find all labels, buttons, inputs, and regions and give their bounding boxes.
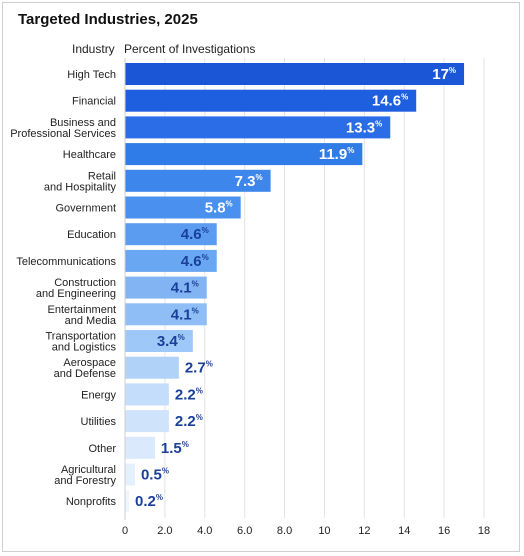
industry-column-header: Industry [72,42,115,56]
data-label: 0.2% [135,493,163,510]
data-label: 3.4% [157,333,185,350]
data-label: 13.3% [346,119,382,136]
category-label: Utilities [81,416,117,428]
bar [125,356,179,379]
data-label: 4.6% [181,253,209,270]
data-label: 0.5% [141,467,169,484]
category-label: Agricultural and Forestry [54,464,116,487]
category-label: Transportation and Logistics [45,331,116,354]
x-tick-label: 10 [318,525,330,537]
bar [125,463,135,486]
bar [125,330,193,352]
data-label: 5.8% [205,200,233,217]
bar [125,89,417,112]
x-tick-label: 12 [358,525,370,537]
category-label: Retail and Hospitality [44,170,117,193]
category-label: Entertainment and Media [48,304,117,327]
bar [125,490,129,513]
category-label: Financial [72,96,116,108]
data-label: 4.6% [181,226,209,243]
data-label: 2.2% [175,386,203,403]
percent-column-header: Percent of Investigations [124,42,256,56]
data-label: 4.1% [171,280,199,297]
category-label: Education [67,229,116,241]
bar [125,410,169,433]
category-label: Government [55,203,116,215]
data-label: 14.6% [372,93,408,110]
x-tick-label: 0 [122,525,128,537]
category-label: Business and Professional Services [10,117,116,140]
bar [125,63,465,85]
data-label: 1.5% [161,440,189,457]
bar [125,276,207,299]
data-label: 7.3% [235,173,263,190]
bar [125,436,155,459]
category-label: Aerospace and Defense [54,357,116,380]
bar [125,143,363,166]
chart-frame [2,2,520,552]
category-label: Construction and Engineering [36,277,116,300]
bar [125,303,207,326]
category-label: Healthcare [63,149,116,161]
bar [125,223,217,246]
x-tick-label: 6.0 [237,525,252,537]
bar [125,116,391,139]
x-tick-label: 18 [478,525,490,537]
category-label: Energy [81,389,116,401]
x-tick-label: 14 [398,525,410,537]
category-label: Nonprofits [66,496,117,508]
x-tick-label: 2.0 [157,525,172,537]
category-label: High Tech [67,69,116,81]
category-label: Other [88,443,116,455]
chart-title: Targeted Industries, 2025 [18,11,198,28]
data-label: 4.1% [171,306,199,323]
data-label: 2.2% [175,413,203,430]
data-label: 17% [432,66,456,83]
x-tick-label: 16 [438,525,450,537]
x-tick-label: 4.0 [197,525,212,537]
data-label: 11.9% [319,146,355,163]
data-label: 2.7% [185,360,213,377]
bar [125,249,217,272]
x-tick-label: 8.0 [277,525,292,537]
category-label: Telecommunications [16,256,116,268]
bar [125,383,169,406]
bar [125,169,271,192]
bar [125,196,241,219]
